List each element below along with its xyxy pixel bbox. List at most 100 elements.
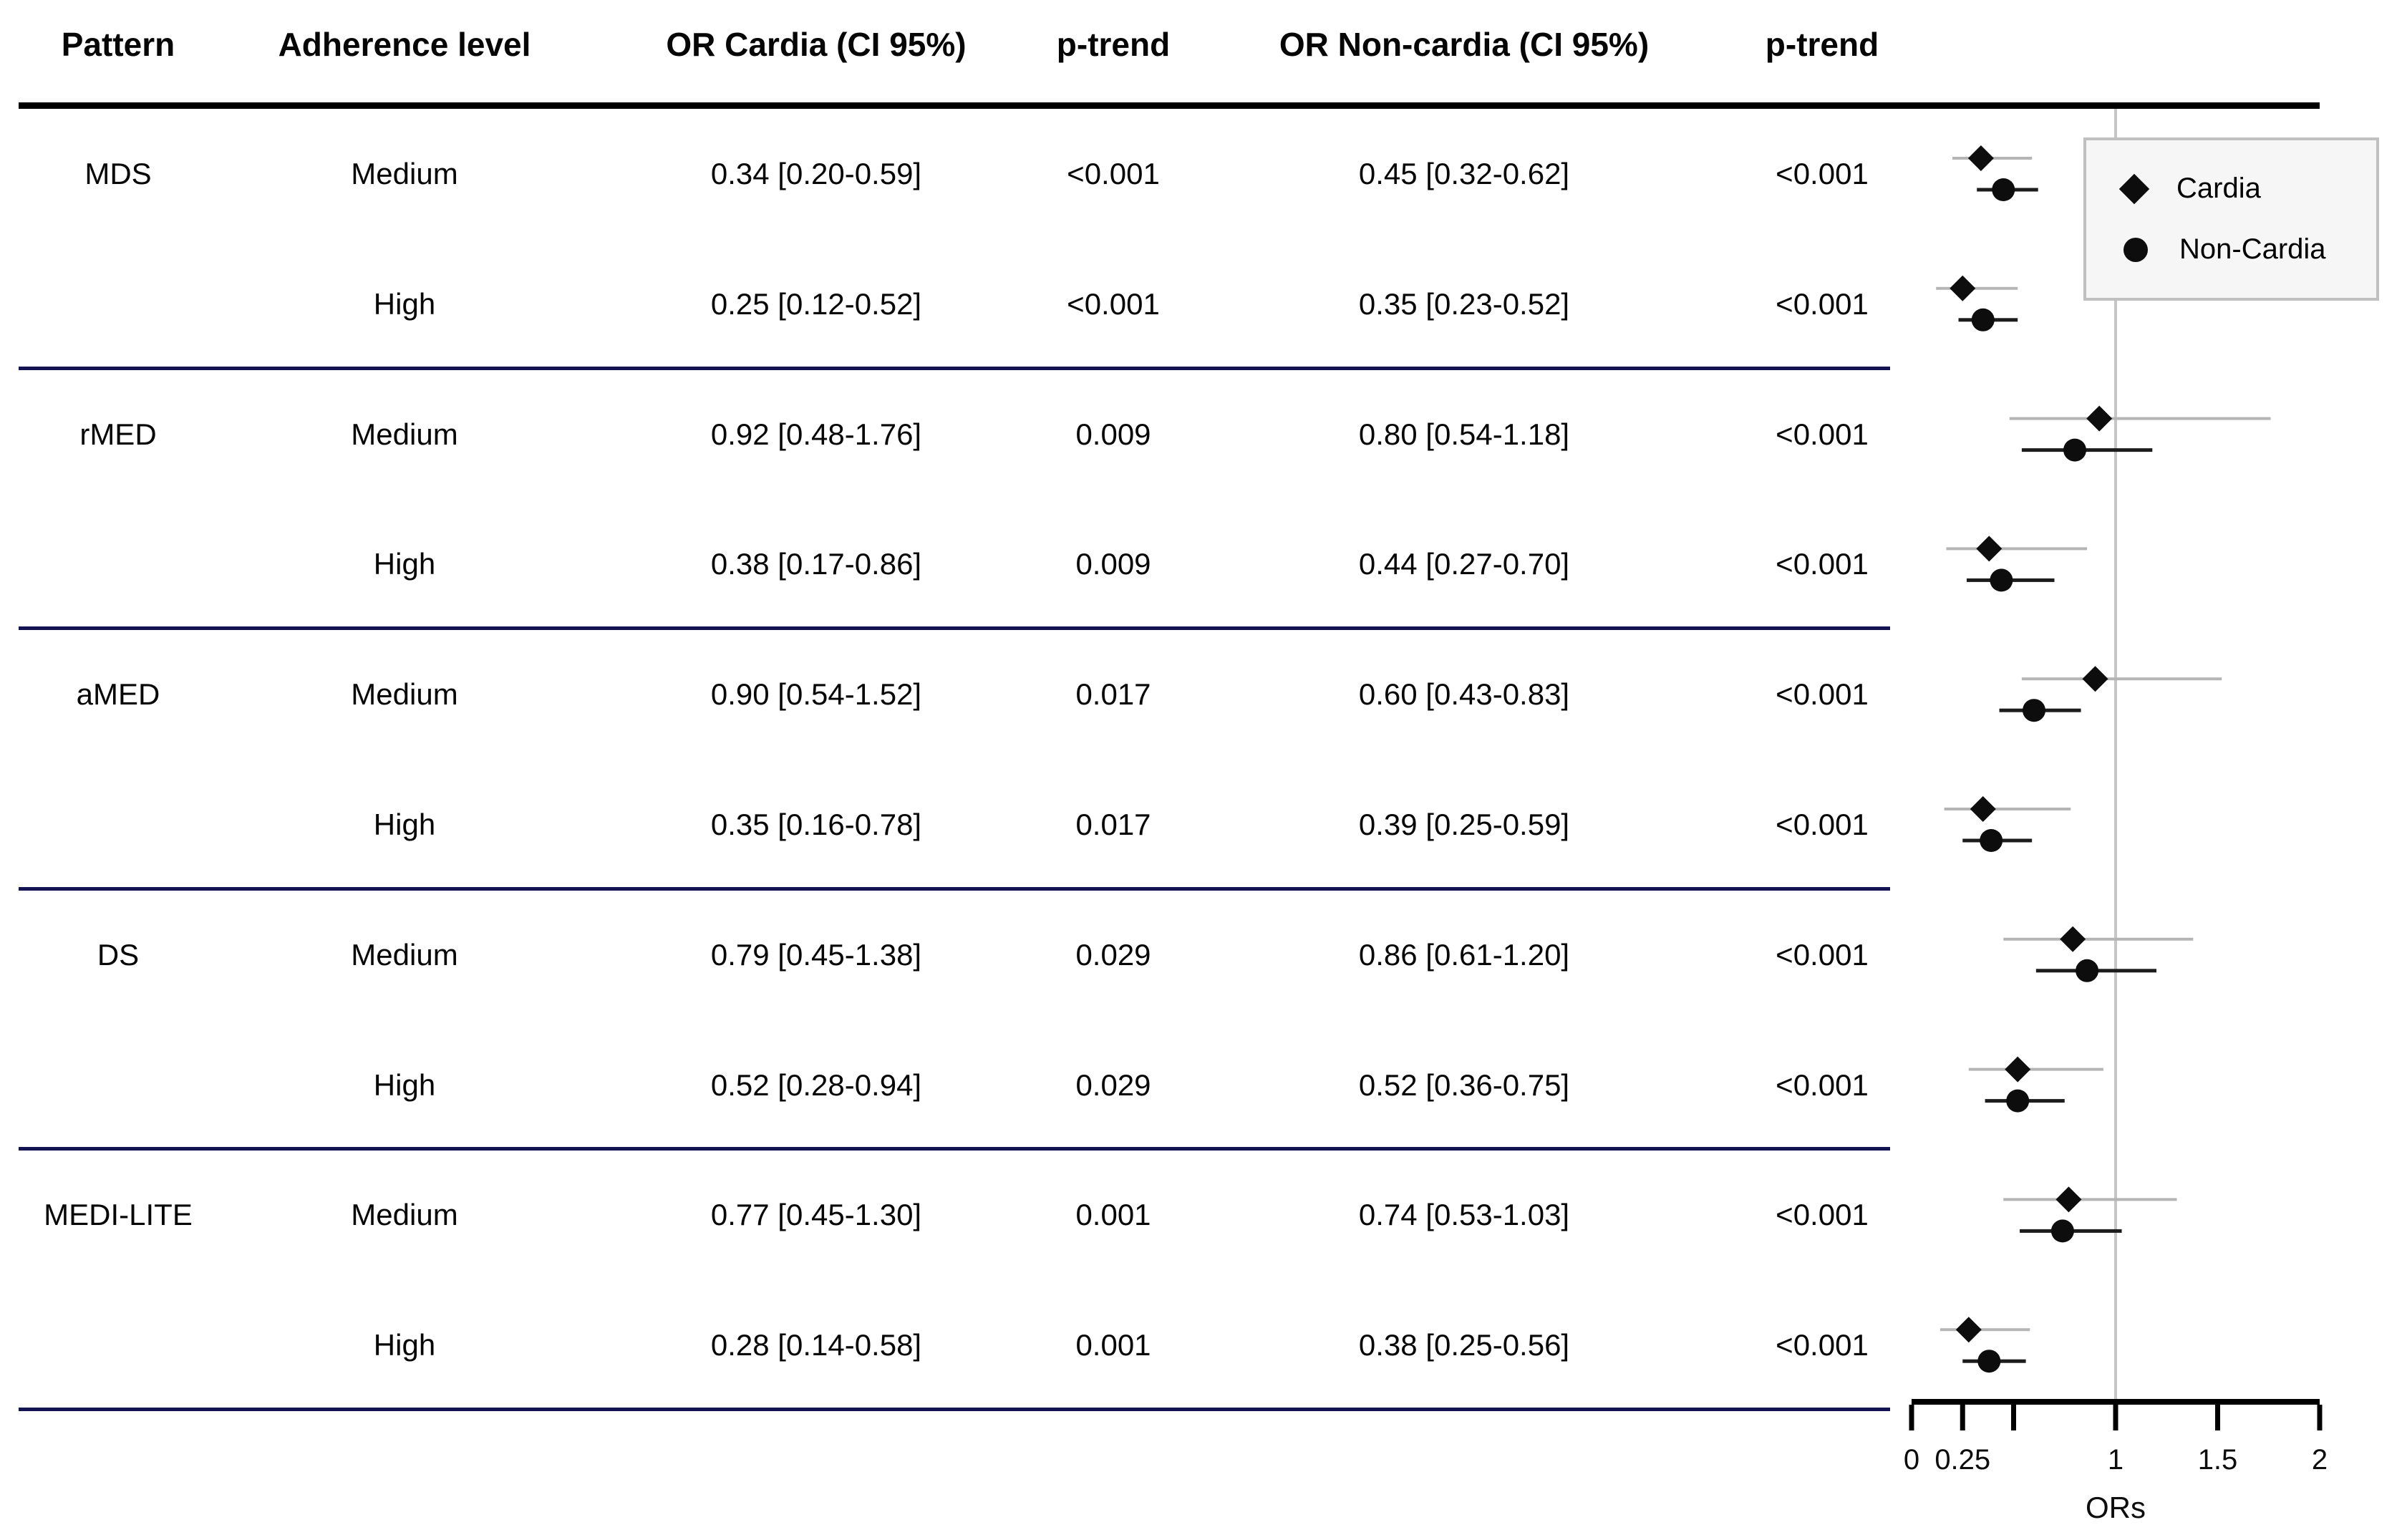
cell-adherence-level: Medium <box>351 417 458 451</box>
cardia-marker <box>1967 145 1994 171</box>
group-separator <box>19 626 1890 631</box>
cell-adherence-level: Medium <box>351 937 458 972</box>
col-header-pattern: Pattern <box>61 26 175 63</box>
x-axis-tick <box>2113 1405 2118 1430</box>
cardia-ci-line <box>1968 1067 2103 1071</box>
cell-ptrend-noncardia: <0.001 <box>1776 677 1869 712</box>
cell-or-noncardia: 0.35 [0.23-0.52] <box>1358 286 1570 321</box>
header-rule <box>19 102 2320 109</box>
x-axis-tick <box>1960 1405 1965 1430</box>
noncardia-marker <box>2050 1219 2074 1243</box>
cell-or-noncardia: 0.44 [0.27-0.70] <box>1358 547 1570 581</box>
cell-ptrend-noncardia: <0.001 <box>1776 286 1869 321</box>
cell-or-noncardia: 0.74 [0.53-1.03] <box>1358 1198 1570 1232</box>
cell-pattern: rMED <box>79 417 157 451</box>
cell-or-noncardia: 0.60 [0.43-0.83] <box>1358 677 1570 712</box>
x-axis-tick-label: 2 <box>2312 1444 2328 1476</box>
table-row: High 0.35 [0.16-0.78] 0.017 0.39 [0.25-0.59… <box>0 760 1904 890</box>
cell-ptrend-noncardia: <0.001 <box>1776 547 1869 581</box>
table-row: High 0.52 [0.28-0.94] 0.029 0.52 [0.36-0.75… <box>0 1020 1904 1151</box>
cell-or-cardia: 0.34 [0.20-0.59] <box>710 156 922 190</box>
noncardia-marker <box>1980 829 2003 852</box>
cell-adherence-level: Medium <box>351 156 458 190</box>
cell-ptrend-noncardia: <0.001 <box>1776 937 1869 972</box>
cell-ptrend-noncardia: <0.001 <box>1776 1198 1869 1232</box>
cell-or-cardia: 0.52 [0.28-0.94] <box>710 1067 922 1102</box>
cell-or-noncardia: 0.45 [0.32-0.62] <box>1358 156 1570 190</box>
cell-adherence-level: Medium <box>351 1198 458 1232</box>
group-separator <box>19 1408 1890 1411</box>
diamond-icon <box>2118 173 2150 204</box>
x-axis-tick-label: 1 <box>2108 1444 2123 1476</box>
cell-pattern: DS <box>97 937 140 972</box>
cardia-marker <box>2060 926 2086 952</box>
x-axis-tick <box>2011 1405 2016 1430</box>
table-row: High 0.38 [0.17-0.86] 0.009 0.44 [0.27-0.70… <box>0 500 1904 630</box>
cardia-marker <box>1950 275 1976 301</box>
cell-ptrend-cardia: 0.017 <box>1075 677 1151 712</box>
cell-ptrend-noncardia: <0.001 <box>1776 1328 1869 1362</box>
cardia-ci-line <box>2021 677 2222 681</box>
cell-ptrend-cardia: 0.001 <box>1075 1328 1151 1362</box>
cardia-marker <box>2055 1186 2082 1213</box>
cell-ptrend-cardia: 0.029 <box>1075 937 1151 972</box>
cell-pattern: MDS <box>84 156 152 190</box>
cell-adherence-level: Medium <box>351 677 458 712</box>
cell-or-noncardia: 0.52 [0.36-0.75] <box>1358 1067 1570 1102</box>
table-row: rMED Medium 0.92 [0.48-1.76] 0.009 0.80 [0.5… <box>0 369 1904 500</box>
cell-ptrend-cardia: 0.009 <box>1075 547 1151 581</box>
noncardia-marker <box>2023 699 2045 722</box>
table-row: MDS Medium 0.34 [0.20-0.59] <0.001 0.45 [0.3… <box>0 109 1904 239</box>
cardia-ci-line <box>2003 937 2194 941</box>
cardia-ci-line <box>1936 286 2018 290</box>
cardia-ci-line <box>2009 417 2271 420</box>
cell-or-cardia: 0.35 [0.16-0.78] <box>710 807 922 841</box>
cell-ptrend-noncardia: <0.001 <box>1776 807 1869 841</box>
x-axis-tick <box>2215 1405 2220 1430</box>
noncardia-marker <box>1971 308 1995 331</box>
x-axis-tick <box>1909 1405 1914 1430</box>
cardia-marker <box>2082 666 2108 692</box>
cell-or-cardia: 0.77 [0.45-1.30] <box>710 1198 922 1232</box>
cardia-marker <box>2005 1056 2031 1083</box>
noncardia-marker <box>2006 1089 2030 1113</box>
x-axis-tick <box>2317 1405 2323 1430</box>
cell-adherence-level: High <box>373 1328 436 1362</box>
reference-line-or-1 <box>2114 109 2117 1405</box>
noncardia-marker <box>2063 438 2086 462</box>
cell-ptrend-cardia: 0.017 <box>1075 807 1151 841</box>
cell-or-cardia: 0.38 [0.17-0.86] <box>710 547 922 581</box>
table-row: MEDI-LITE Medium 0.77 [0.45-1.30] 0.001 0.74… <box>0 1151 1904 1281</box>
legend-label-cardia: Cardia <box>2176 173 2261 204</box>
cell-ptrend-noncardia: <0.001 <box>1776 156 1869 190</box>
cell-ptrend-cardia: 0.001 <box>1075 1198 1151 1232</box>
cell-or-noncardia: 0.86 [0.61-1.20] <box>1358 937 1570 972</box>
cell-adherence-level: High <box>373 286 436 321</box>
col-header-adherence: Adherence level <box>278 26 531 63</box>
cell-or-cardia: 0.92 [0.48-1.76] <box>710 417 922 451</box>
cell-or-cardia: 0.25 [0.12-0.52] <box>710 286 922 321</box>
noncardia-ci-line <box>2021 448 2153 452</box>
table-row: aMED Medium 0.90 [0.54-1.52] 0.017 0.60 [0.4… <box>0 629 1904 760</box>
cell-or-cardia: 0.90 [0.54-1.52] <box>710 677 922 712</box>
cardia-marker <box>2086 405 2113 432</box>
x-axis-tick-label: 1.5 <box>2198 1444 2238 1476</box>
table-row: High 0.28 [0.14-0.58] 0.001 0.38 [0.25-0.56… <box>0 1280 1904 1410</box>
x-axis-line <box>1912 1399 2320 1405</box>
cardia-marker <box>1970 796 1996 822</box>
cell-pattern: MEDI-LITE <box>44 1198 193 1232</box>
cardia-ci-line <box>2003 1198 2177 1201</box>
cardia-marker <box>1976 536 2003 562</box>
cell-or-cardia: 0.28 [0.14-0.58] <box>710 1328 922 1362</box>
table-row: High 0.25 [0.12-0.52] <0.001 0.35 [0.23-0.5… <box>0 239 1904 369</box>
cardia-ci-line <box>1946 547 2088 551</box>
x-axis-tick-label: 0 <box>1904 1444 1919 1476</box>
cell-adherence-level: High <box>373 547 436 581</box>
noncardia-marker <box>1990 568 2013 592</box>
cell-pattern: aMED <box>76 677 160 712</box>
group-separator <box>19 886 1890 891</box>
col-header-ptrend-cardia: p-trend <box>1056 26 1171 63</box>
cell-or-noncardia: 0.38 [0.25-0.56] <box>1358 1328 1570 1362</box>
noncardia-marker <box>2076 959 2099 982</box>
